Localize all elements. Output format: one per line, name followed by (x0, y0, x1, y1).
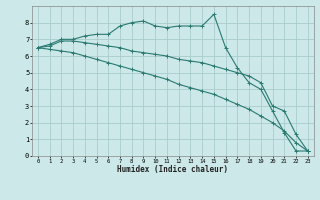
X-axis label: Humidex (Indice chaleur): Humidex (Indice chaleur) (117, 165, 228, 174)
